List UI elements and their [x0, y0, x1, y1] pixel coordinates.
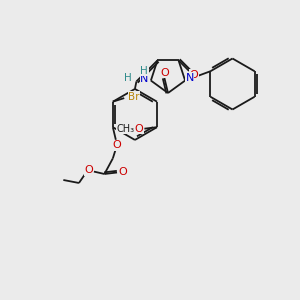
Text: O: O [135, 124, 143, 134]
Text: H: H [140, 66, 148, 76]
Text: O: O [84, 165, 93, 176]
Text: N: N [140, 74, 148, 84]
Text: O: O [160, 68, 169, 78]
Text: O: O [113, 140, 122, 150]
Text: O: O [118, 167, 127, 178]
Text: Br: Br [128, 92, 140, 102]
Text: O: O [189, 70, 198, 80]
Text: N: N [185, 73, 194, 82]
Text: H: H [124, 73, 132, 83]
Text: CH₃: CH₃ [117, 124, 135, 134]
